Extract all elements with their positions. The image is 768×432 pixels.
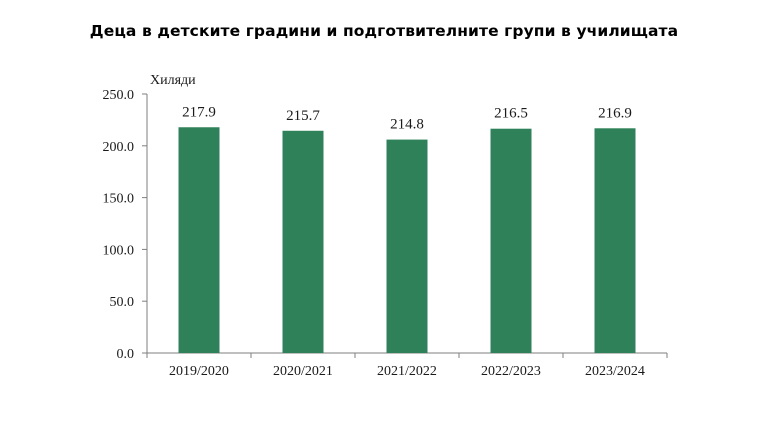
bar — [282, 130, 324, 353]
y-tick-label: 100.0 — [103, 243, 135, 258]
y-tick-label: 0.0 — [117, 347, 135, 362]
y-tick-label: 50.0 — [110, 295, 135, 310]
x-tick-label: 2023/2024 — [585, 364, 645, 379]
y-tick-label: 200.0 — [103, 140, 135, 155]
data-label: 214.8 — [390, 117, 424, 133]
y-tick-label: 250.0 — [103, 88, 135, 103]
data-label: 216.9 — [598, 105, 632, 121]
bars — [178, 127, 636, 353]
data-label: 216.5 — [494, 106, 528, 122]
x-tick-label: 2019/2020 — [169, 364, 229, 379]
labels: 0.0 50.0 100.0 150.0 200.0 250.0 Хиляди 217.9 20… — [103, 73, 645, 379]
bar — [178, 127, 220, 353]
bar — [594, 128, 636, 353]
x-tick-label: 2021/2022 — [377, 364, 437, 379]
data-label: 215.7 — [286, 108, 320, 124]
y-tick-label: 150.0 — [103, 192, 135, 207]
bar — [386, 139, 428, 353]
chart-title: Деца в детските градини и подготвителнит… — [89, 22, 679, 40]
bar — [490, 128, 532, 353]
y-axis-unit-label: Хиляди — [150, 73, 196, 88]
data-label: 217.9 — [182, 104, 216, 120]
x-tick-label: 2020/2021 — [273, 364, 333, 379]
x-tick-label: 2022/2023 — [481, 364, 541, 379]
